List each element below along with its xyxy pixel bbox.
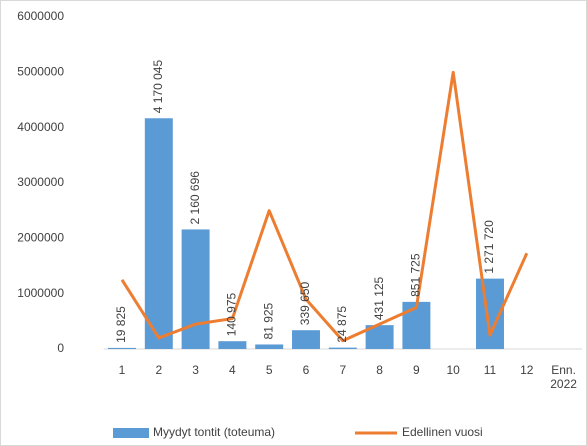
y-tick-label: 5000000 xyxy=(17,65,64,79)
bar xyxy=(402,301,431,349)
legend-swatch xyxy=(113,428,149,438)
bar xyxy=(255,344,284,349)
y-tick-label: 3000000 xyxy=(17,175,64,189)
data-label: 4 170 045 xyxy=(151,60,165,114)
data-label: 2 160 696 xyxy=(188,171,202,225)
data-label: 1 271 720 xyxy=(482,220,496,274)
y-tick-label: 1000000 xyxy=(17,286,64,300)
bar xyxy=(365,325,394,349)
y-tick-label: 0 xyxy=(57,341,64,355)
y-tick-label: 6000000 xyxy=(17,9,64,23)
bar xyxy=(181,229,210,349)
bar xyxy=(218,341,247,349)
x-tick-label: 2 xyxy=(155,363,163,377)
data-label: 81 925 xyxy=(261,302,275,339)
line xyxy=(120,70,529,343)
data-label: 851 725 xyxy=(409,253,423,297)
y-tick-label: 4000000 xyxy=(17,120,64,134)
x-tick-label: 12 xyxy=(520,363,534,377)
x-tick-label: 5 xyxy=(265,363,273,377)
legend-label: Edellinen vuosi xyxy=(402,425,483,439)
x-tick-label: 8 xyxy=(376,363,383,377)
y-tick-label: 2000000 xyxy=(17,231,64,245)
x-tick-label: 4 xyxy=(229,363,236,377)
data-label: 140 975 xyxy=(225,292,239,336)
data-label: 431 125 xyxy=(372,276,386,320)
x-tick-label: 3 xyxy=(192,363,199,377)
bar xyxy=(144,118,173,349)
data-label: 24 875 xyxy=(335,306,349,343)
x-tick-label: 1 xyxy=(118,363,126,377)
bar xyxy=(108,347,136,349)
x-tick-label: 7 xyxy=(339,363,347,377)
legend-label: Myydyt tontit (toteuma) xyxy=(153,425,275,439)
x-tick-label: 11 xyxy=(483,363,497,377)
data-label: 19 825 xyxy=(114,306,128,343)
x-tick-label: 9 xyxy=(413,363,420,377)
bar xyxy=(292,330,320,349)
bar xyxy=(328,347,357,349)
data-label: 339 650 xyxy=(298,282,312,326)
x-tick-label: 6 xyxy=(302,363,310,377)
x-tick-label: Enn. 2022 xyxy=(550,363,577,391)
x-tick-label: 10 xyxy=(446,363,460,377)
